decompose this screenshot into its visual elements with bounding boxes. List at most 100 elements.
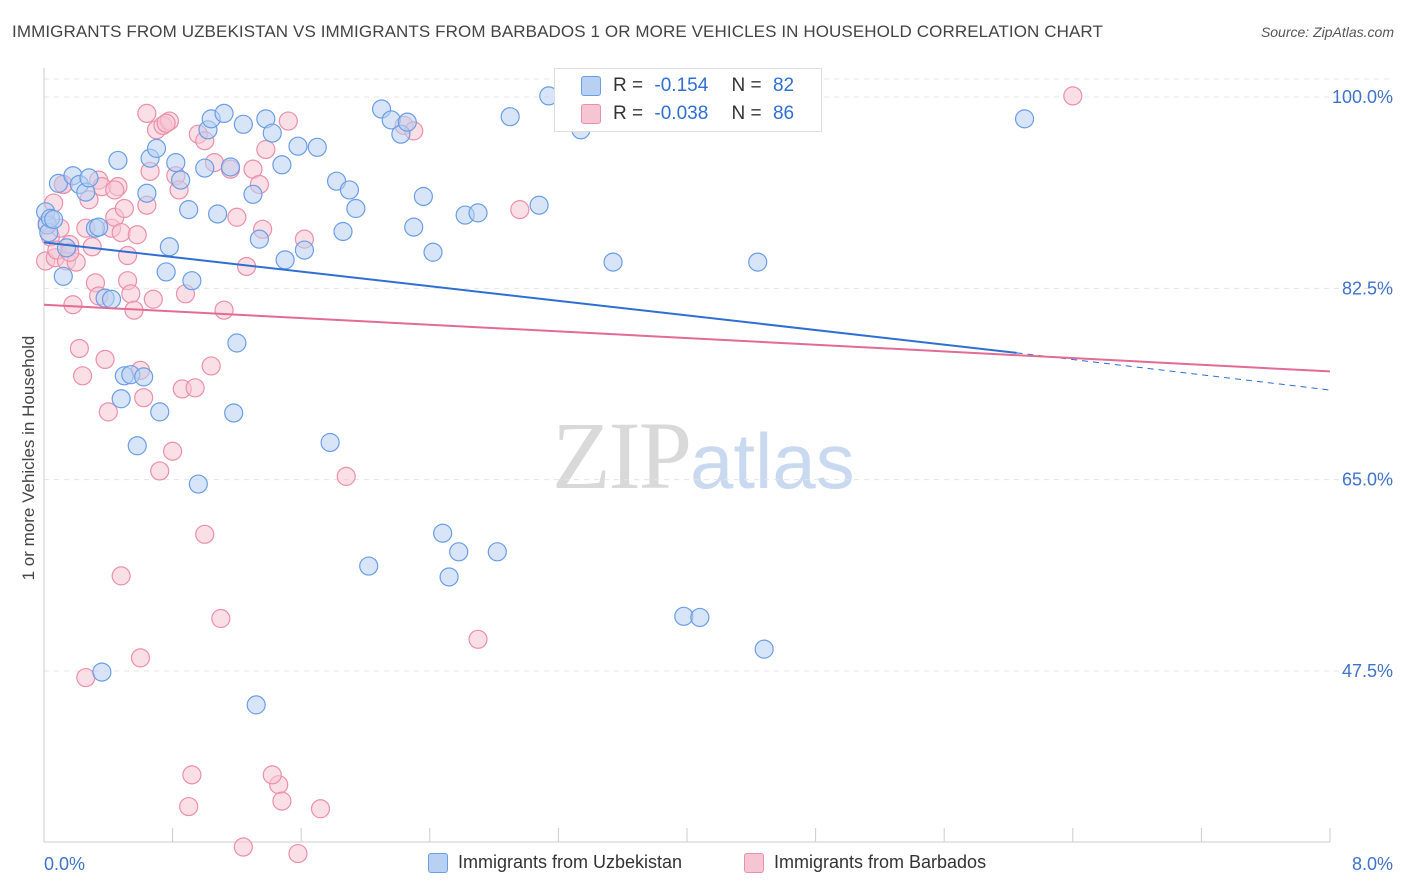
barbados-point — [72, 366, 93, 386]
barbados-point — [201, 356, 221, 376]
uzbekistan-point — [433, 523, 453, 543]
barbados-point — [117, 245, 138, 266]
uzbekistan-point — [179, 200, 199, 220]
barbados-point — [510, 200, 530, 220]
uzbekistan-point — [397, 112, 417, 132]
uzbekistan-point — [243, 184, 263, 204]
uzbekistan-point — [214, 103, 234, 124]
uzbekistan-point — [449, 542, 469, 562]
legend-r-label: R = — [613, 103, 644, 124]
barbados-point — [227, 207, 247, 227]
uzbekistan-trend-line — [43, 241, 1017, 354]
uzbekistan-point — [182, 271, 202, 291]
uzbekistan-point — [674, 606, 694, 626]
uzbekistan-point — [246, 695, 266, 715]
uzbekistan-point — [127, 436, 147, 456]
x-min-label: 0.0% — [44, 854, 85, 874]
uzbekistan-point — [171, 170, 191, 190]
uzbekistan-point — [166, 153, 186, 173]
uzbekistan-point — [413, 186, 433, 207]
barbados-point — [63, 295, 83, 315]
legend-text-uzbekistan: R = -0.154 N = 82 — [613, 75, 794, 97]
legend-swatch-blue — [581, 76, 601, 96]
barbados-point — [185, 378, 205, 398]
uzbekistan-point — [690, 607, 710, 628]
barbados-point — [130, 648, 151, 668]
legend-n-label: N = — [731, 75, 762, 96]
y-tick-label: 65.0% — [1342, 470, 1393, 490]
uzbekistan-point — [439, 567, 459, 587]
legend-item-uzbekistan: Immigrants from Uzbekistan — [428, 852, 682, 873]
trend-lines — [43, 241, 1331, 391]
uzbekistan-point — [79, 168, 99, 188]
barbados-point — [76, 667, 96, 688]
uzbekistan-point — [1014, 109, 1035, 129]
uzbekistan-point — [603, 252, 623, 272]
uzbekistan-point — [224, 403, 244, 423]
uzbekistan-point — [134, 367, 154, 387]
uzbekistan-point — [754, 639, 774, 659]
legend-r-value-barbados: -0.038 — [654, 103, 709, 124]
uzbekistan-point — [307, 137, 327, 157]
uzbekistan-point — [272, 155, 292, 175]
barbados-point — [256, 139, 276, 160]
barbados-point — [137, 103, 157, 124]
barbados-point — [233, 837, 253, 857]
uzbekistan-point — [188, 474, 208, 494]
uzbekistan-point — [220, 157, 241, 177]
barbados-point — [163, 441, 183, 461]
barbados-point — [182, 765, 202, 785]
legend-swatch-pink — [581, 104, 601, 124]
axes — [43, 68, 1331, 843]
uzbekistan-point — [529, 195, 549, 215]
uzbekistan-point — [92, 662, 112, 682]
uzbekistan-point — [233, 114, 253, 134]
correlation-legend: R = -0.154 N = 82 R = -0.038 N = 86 — [554, 68, 822, 132]
legend-text-barbados: R = -0.038 N = 86 — [613, 103, 794, 125]
uzbekistan-point — [159, 237, 179, 257]
barbados-point — [211, 608, 231, 629]
barbados-point — [69, 338, 89, 359]
legend-swatch-barbados — [744, 852, 764, 873]
barbados-point — [195, 524, 215, 544]
barbados-point — [111, 222, 131, 243]
legend-r-label: R = — [613, 75, 644, 96]
uzbekistan-point — [111, 389, 131, 409]
uzbekistan-point — [346, 198, 366, 219]
barbados-point — [114, 198, 134, 219]
uzbekistan-point — [227, 333, 247, 353]
series-legend: Immigrants from Uzbekistan Immigrants fr… — [0, 852, 1406, 878]
barbados-point — [272, 791, 292, 811]
uzbekistan-point — [294, 240, 315, 260]
uzbekistan-point — [137, 183, 157, 203]
uzbekistan-point — [748, 252, 768, 272]
uzbekistan-points — [36, 86, 1035, 715]
y-axis-label: 1 or more Vehicles in Household — [19, 336, 38, 581]
barbados-point — [111, 566, 131, 586]
barbados-point — [179, 796, 199, 817]
barbados-point — [1063, 86, 1083, 106]
y-tick-label: 100.0% — [1332, 87, 1393, 107]
legend-n-label: N = — [731, 103, 762, 124]
uzbekistan-point — [320, 432, 340, 453]
uzbekistan-point — [500, 107, 520, 127]
legend-item-barbados: Immigrants from Barbados — [744, 852, 986, 873]
barbados-point — [127, 225, 147, 245]
barbados-point — [262, 765, 282, 785]
uzbekistan-point — [208, 204, 228, 224]
barbados-point — [156, 113, 176, 133]
y-tick-label: 47.5% — [1342, 661, 1393, 681]
uzbekistan-point — [249, 229, 270, 249]
legend-n-value-barbados: 86 — [772, 103, 795, 124]
uzbekistan-point — [487, 542, 507, 562]
source-label: Source: ZipAtlas.com — [1260, 24, 1394, 40]
legend-label-uzbekistan: Immigrants from Uzbekistan — [458, 852, 683, 872]
barbados-point — [150, 461, 170, 481]
uzbekistan-point — [108, 150, 128, 171]
tick-labels: 100.0% 82.5% 65.0% 47.5% — [1332, 87, 1393, 681]
uzbekistan-point — [262, 123, 282, 143]
chart-title: IMMIGRANTS FROM UZBEKISTAN VS IMMIGRANTS… — [12, 22, 1103, 41]
barbados-point — [134, 388, 154, 408]
legend-r-value-uzbekistan: -0.154 — [654, 75, 709, 96]
uzbekistan-point — [89, 217, 109, 237]
